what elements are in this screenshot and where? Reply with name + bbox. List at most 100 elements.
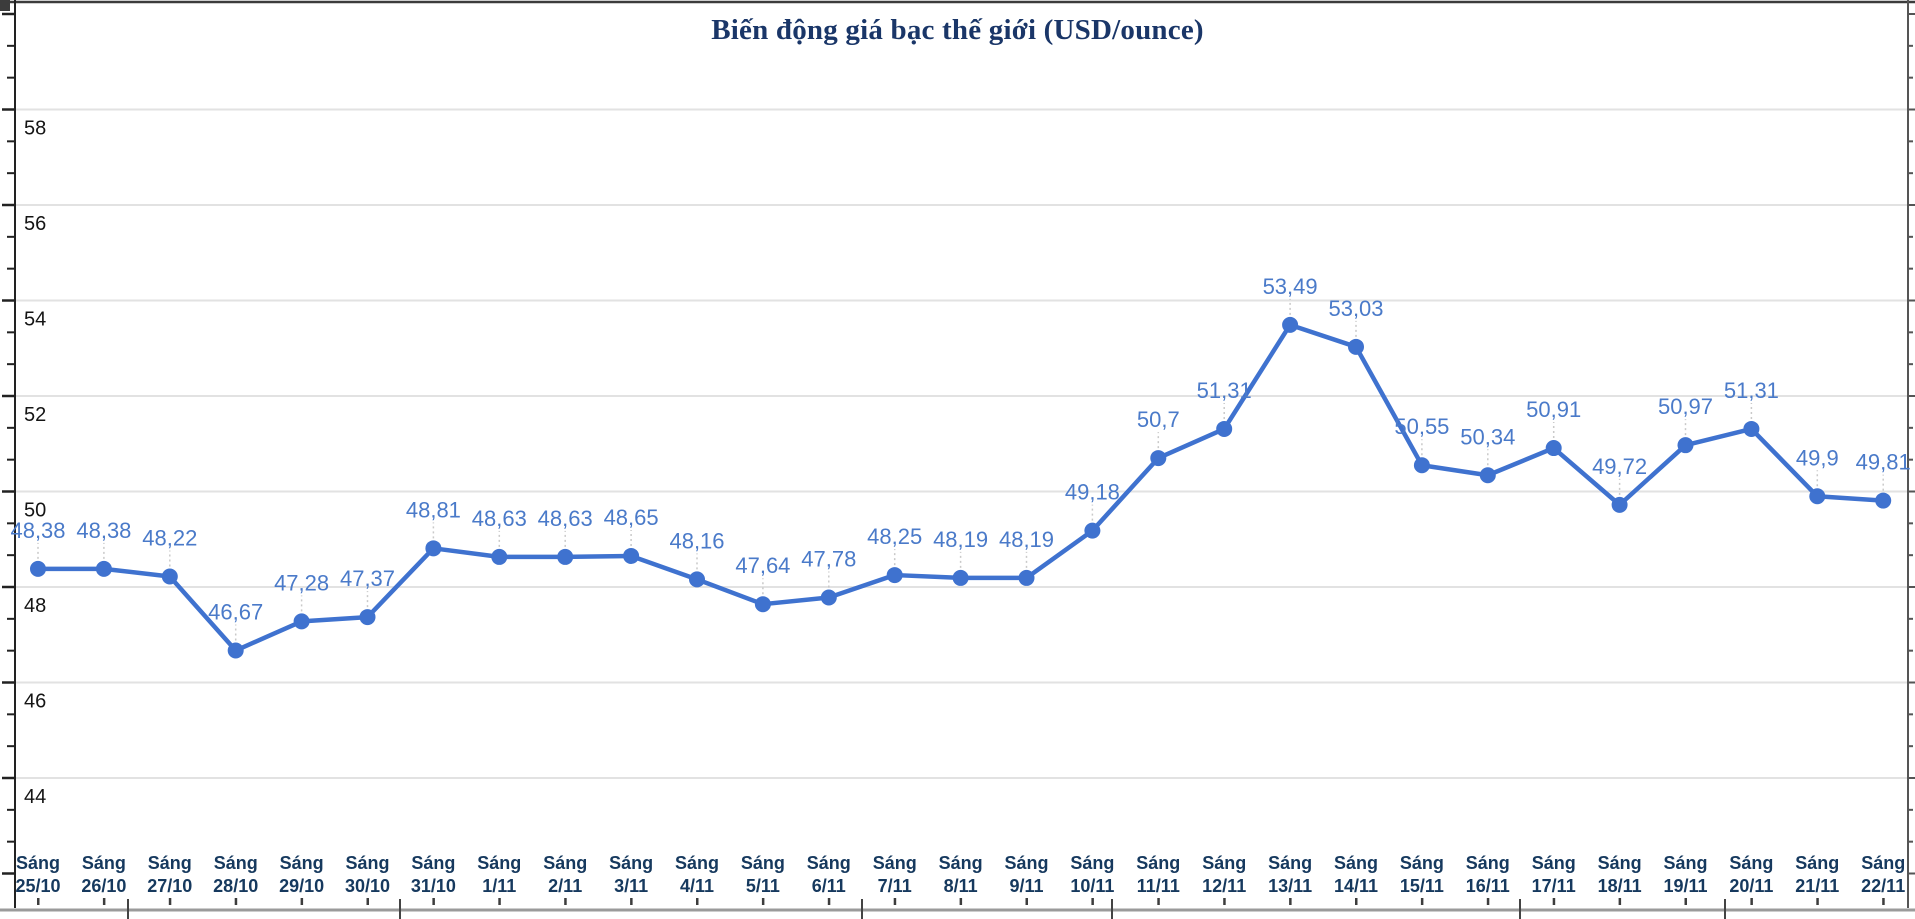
x-axis-label: Sáng 15/11 (1400, 853, 1444, 896)
chart-title: Biến động giá bạc thế giới (USD/ounce) (711, 14, 1204, 46)
category-tick (630, 898, 633, 905)
x-axis-label: Sáng 29/10 (279, 853, 324, 896)
data-point (623, 547, 640, 564)
data-point (95, 560, 112, 577)
x-axis-label: Sáng 18/11 (1598, 853, 1642, 896)
data-point-label: 51,31 (1197, 378, 1252, 403)
data-point (1348, 338, 1364, 355)
x-axis-label: Sáng 3/11 (609, 853, 653, 896)
y-axis-tick-label: 56 (24, 213, 46, 235)
data-point-label: 51,31 (1724, 378, 1779, 403)
x-axis-label: Sáng 28/10 (213, 853, 258, 896)
data-point (557, 548, 574, 565)
data-point (1611, 496, 1628, 513)
x-axis-label: Sáng 10/11 (1070, 853, 1114, 896)
data-point-label: 49,81 (1856, 450, 1911, 475)
chart-corner-fragment (0, 0, 10, 11)
data-point (689, 571, 705, 588)
x-axis-label: Sáng 30/10 (345, 853, 390, 896)
x-axis-label: Sáng 20/11 (1729, 853, 1773, 896)
x-axis-label: Sáng 8/11 (939, 853, 983, 896)
data-point-label: 50,34 (1460, 424, 1515, 449)
category-tick (1552, 898, 1556, 905)
data-point-label: 48,65 (604, 505, 659, 530)
data-point-label: 48,81 (406, 497, 461, 522)
data-point (491, 548, 508, 565)
data-point-label: 53,49 (1263, 274, 1318, 299)
category-tick (168, 898, 172, 905)
category-tick (1684, 898, 1687, 905)
category-tick (761, 898, 765, 905)
category-tick (366, 898, 369, 905)
data-point (1479, 467, 1496, 484)
category-tick (1882, 898, 1885, 905)
x-axis-label: Sáng 5/11 (741, 853, 785, 896)
category-tick (1750, 898, 1753, 905)
x-axis-label: Sáng 2/11 (543, 853, 587, 896)
category-tick (827, 898, 831, 905)
category-tick (1091, 898, 1094, 905)
data-point (425, 540, 442, 557)
data-point-label: 48,19 (933, 527, 988, 552)
category-tick (1223, 898, 1226, 905)
x-axis-label: Sáng 11/11 (1136, 853, 1180, 896)
data-point-label: 48,63 (472, 506, 527, 531)
category-tick (1157, 898, 1160, 905)
data-point (1875, 492, 1892, 509)
category-tick (234, 898, 238, 905)
x-axis-label: Sáng 9/11 (1004, 853, 1048, 896)
data-point (1809, 488, 1826, 505)
data-point (1150, 450, 1167, 467)
data-point-label: 46,67 (208, 600, 263, 625)
data-point (293, 613, 310, 630)
data-point-label: 47,28 (274, 570, 329, 595)
data-point (161, 568, 178, 585)
data-point (30, 560, 46, 577)
x-axis-label: Sáng 22/11 (1861, 853, 1905, 896)
x-axis-label: Sáng 26/10 (81, 853, 126, 896)
category-tick (564, 898, 567, 905)
data-point-label: 48,38 (10, 518, 65, 543)
data-point-label: 48,25 (867, 524, 922, 549)
data-point (754, 596, 771, 613)
data-point-label: 49,9 (1796, 445, 1839, 470)
data-point (1413, 457, 1430, 474)
data-line (35, 322, 1886, 653)
data-point (886, 567, 903, 584)
category-tick (893, 898, 897, 905)
y-axis-tick-label: 44 (24, 786, 46, 808)
category-tick (696, 898, 699, 905)
x-axis-label: Sáng 14/11 (1334, 853, 1378, 896)
data-point (820, 589, 837, 606)
x-axis-label: Sáng 6/11 (807, 853, 851, 896)
category-tick (1816, 898, 1819, 905)
data-point-label: 50,7 (1137, 407, 1180, 432)
x-axis-label: Sáng 17/11 (1532, 853, 1576, 896)
y-axis-tick-label: 54 (24, 309, 46, 331)
category-tick (498, 898, 501, 905)
x-axis-label: Sáng 27/10 (147, 853, 192, 896)
y-axis-tick-label: 50 (24, 500, 46, 522)
x-axis-label: Sáng 13/11 (1268, 853, 1312, 896)
data-point-label: 47,37 (340, 566, 395, 591)
x-axis-label: Sáng 12/11 (1202, 853, 1246, 896)
category-tick (1618, 898, 1622, 905)
data-point (1018, 569, 1035, 586)
x-axis-label: Sáng 16/11 (1466, 853, 1510, 896)
x-axis-label: Sáng 21/11 (1795, 853, 1839, 896)
data-point (1677, 437, 1694, 454)
category-tick (959, 898, 963, 905)
x-axis-label: Sáng 25/10 (15, 853, 60, 896)
category-tick (1486, 898, 1490, 905)
data-point-label: 50,55 (1394, 414, 1449, 439)
category-tick (102, 898, 106, 905)
data-point-label: 47,78 (801, 547, 856, 572)
data-point-label: 48,38 (76, 518, 131, 543)
category-tick (432, 898, 435, 905)
y-axis-tick-label: 58 (24, 118, 46, 140)
data-point (952, 569, 969, 586)
data-point (1545, 440, 1562, 457)
data-point-label: 47,64 (735, 553, 790, 578)
